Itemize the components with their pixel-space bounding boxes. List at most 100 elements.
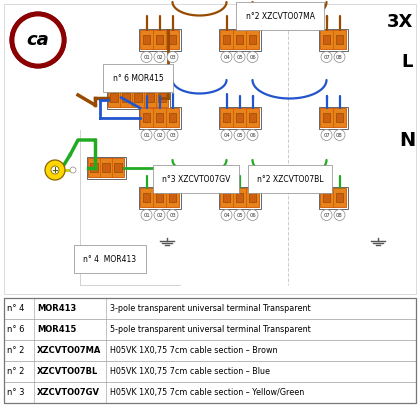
Text: 01: 01 — [143, 55, 150, 60]
Bar — [168, 113, 176, 122]
Circle shape — [154, 210, 165, 221]
Bar — [4, 4, 416, 294]
Circle shape — [247, 210, 258, 221]
Text: 02: 02 — [156, 132, 163, 137]
Circle shape — [334, 129, 345, 141]
Bar — [4, 319, 416, 340]
Bar — [143, 193, 150, 202]
Text: n°2 XZCVTO07MA: n°2 XZCVTO07MA — [246, 11, 315, 21]
Bar — [110, 93, 118, 102]
Bar — [223, 35, 231, 44]
Text: MOR413: MOR413 — [37, 304, 76, 313]
Text: 06: 06 — [249, 55, 256, 60]
Bar — [107, 87, 170, 108]
Bar — [220, 30, 259, 49]
Bar — [88, 158, 124, 177]
Text: n°3 XZCVTO07GV: n°3 XZCVTO07GV — [162, 174, 230, 184]
Bar — [147, 93, 154, 102]
Text: ca: ca — [26, 31, 50, 49]
Bar — [218, 29, 260, 50]
Bar — [318, 107, 347, 129]
Circle shape — [234, 210, 245, 221]
Bar — [223, 193, 231, 202]
Bar — [236, 113, 244, 122]
Text: L: L — [402, 53, 413, 71]
Text: n° 3: n° 3 — [7, 388, 24, 397]
Bar — [139, 186, 181, 208]
Text: n° 4: n° 4 — [7, 304, 24, 313]
Circle shape — [51, 166, 59, 174]
Text: n° 2: n° 2 — [7, 346, 24, 355]
Bar — [220, 188, 259, 207]
Text: 3-pole transparent universal terminal Transparent: 3-pole transparent universal terminal Tr… — [110, 304, 311, 313]
Circle shape — [167, 210, 178, 221]
Circle shape — [234, 129, 245, 141]
Text: H05VK 1X0,75 7cm cable section – Yellow/Green: H05VK 1X0,75 7cm cable section – Yellow/… — [110, 388, 304, 397]
Bar — [4, 340, 416, 361]
Text: 03: 03 — [169, 213, 176, 218]
Text: XZCVTO07GV: XZCVTO07GV — [37, 388, 100, 397]
Circle shape — [154, 129, 165, 141]
Bar — [140, 188, 179, 207]
Circle shape — [221, 210, 232, 221]
Bar — [155, 113, 163, 122]
Text: 03: 03 — [169, 55, 176, 60]
Bar — [155, 35, 163, 44]
Text: 02: 02 — [156, 55, 163, 60]
Text: 07: 07 — [323, 132, 330, 137]
Text: n°2 XZCVTO07BL: n°2 XZCVTO07BL — [257, 174, 323, 184]
Bar — [139, 29, 181, 50]
Text: 05: 05 — [236, 55, 243, 60]
Text: 3X: 3X — [387, 13, 413, 31]
Bar — [318, 186, 347, 208]
Circle shape — [321, 210, 332, 221]
Text: 01: 01 — [143, 132, 150, 137]
Bar — [87, 157, 126, 178]
Text: n° 6: n° 6 — [7, 325, 24, 334]
Text: n° 4  MOR413: n° 4 MOR413 — [84, 255, 136, 263]
Text: 07: 07 — [323, 213, 330, 218]
Circle shape — [141, 210, 152, 221]
Bar — [4, 298, 416, 319]
Bar — [4, 298, 416, 403]
Text: 04: 04 — [223, 213, 230, 218]
Text: XZCVTO07BL: XZCVTO07BL — [37, 367, 98, 376]
Bar — [158, 93, 165, 102]
Text: H05VK 1X0,75 7cm cable section – Blue: H05VK 1X0,75 7cm cable section – Blue — [110, 367, 270, 376]
Circle shape — [247, 52, 258, 63]
Bar — [155, 193, 163, 202]
Circle shape — [221, 52, 232, 63]
Text: n° 6 MOR415: n° 6 MOR415 — [113, 74, 163, 82]
Bar — [143, 113, 150, 122]
Bar — [249, 193, 256, 202]
Circle shape — [221, 129, 232, 141]
Bar — [336, 113, 344, 122]
Bar — [336, 193, 344, 202]
Text: 08: 08 — [336, 132, 343, 137]
Circle shape — [167, 52, 178, 63]
Bar — [168, 193, 176, 202]
Text: N: N — [399, 131, 415, 150]
Bar — [122, 93, 130, 102]
Text: XZCVTO07MA: XZCVTO07MA — [37, 346, 101, 355]
Circle shape — [154, 52, 165, 63]
Text: 5-pole transparent universal terminal Transparent: 5-pole transparent universal terminal Tr… — [110, 325, 311, 334]
Text: 01: 01 — [143, 213, 150, 218]
Bar — [249, 113, 256, 122]
Bar — [134, 93, 142, 102]
Circle shape — [141, 52, 152, 63]
Circle shape — [321, 52, 332, 63]
Bar — [320, 188, 346, 207]
Bar — [114, 163, 122, 172]
Text: MOR415: MOR415 — [37, 325, 76, 334]
Bar — [236, 35, 244, 44]
Bar — [323, 35, 331, 44]
Bar — [4, 382, 416, 403]
Text: 08: 08 — [336, 213, 343, 218]
Bar — [102, 163, 110, 172]
Circle shape — [234, 52, 245, 63]
Text: 05: 05 — [236, 132, 243, 137]
Text: H05VK 1X0,75 7cm cable section – Brown: H05VK 1X0,75 7cm cable section – Brown — [110, 346, 278, 355]
Bar — [323, 113, 331, 122]
Bar — [168, 35, 176, 44]
